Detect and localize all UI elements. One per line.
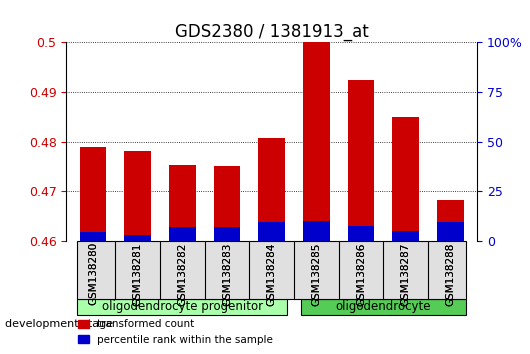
FancyBboxPatch shape (77, 299, 287, 315)
Bar (258, 138, 285, 241)
Text: GSM138285: GSM138285 (311, 242, 321, 306)
Text: GSM138286: GSM138286 (356, 242, 366, 306)
Bar (169, 227, 196, 241)
FancyBboxPatch shape (301, 299, 466, 315)
Text: GSM138283: GSM138283 (222, 242, 232, 306)
Text: oligodendrocyte: oligodendrocyte (335, 301, 431, 313)
Bar (303, 42, 330, 241)
Text: GSM138288: GSM138288 (445, 242, 455, 306)
Legend: transformed count, percentile rank within the sample: transformed count, percentile rank withi… (74, 315, 277, 349)
Text: oligodendrocyte progenitor: oligodendrocyte progenitor (102, 301, 263, 313)
Text: GSM138288: GSM138288 (445, 242, 455, 306)
Bar (437, 222, 464, 241)
Bar (214, 166, 241, 241)
Bar (125, 151, 151, 241)
Bar (80, 147, 107, 241)
Text: GSM138285: GSM138285 (311, 242, 321, 306)
Text: GSM138280: GSM138280 (88, 242, 98, 306)
Text: GSM138287: GSM138287 (401, 242, 411, 306)
Text: GSM138286: GSM138286 (356, 242, 366, 306)
Text: GSM138284: GSM138284 (267, 242, 277, 306)
Bar (392, 231, 419, 241)
Bar (125, 235, 151, 241)
Text: GSM138282: GSM138282 (178, 242, 187, 306)
Text: GSM138282: GSM138282 (178, 242, 187, 306)
Bar (392, 117, 419, 241)
Bar (303, 221, 330, 241)
Text: GSM138283: GSM138283 (222, 242, 232, 306)
FancyBboxPatch shape (77, 241, 466, 299)
Text: GSM138281: GSM138281 (132, 242, 143, 306)
Bar (348, 226, 374, 241)
Text: development stage: development stage (5, 319, 113, 329)
Text: GSM138281: GSM138281 (132, 242, 143, 306)
Text: GSM138287: GSM138287 (401, 242, 411, 306)
Text: GSM138280: GSM138280 (88, 242, 98, 306)
Text: GSM138284: GSM138284 (267, 242, 277, 306)
Bar (258, 222, 285, 241)
Bar (437, 200, 464, 241)
Bar (169, 165, 196, 241)
Bar (214, 227, 241, 241)
Bar (348, 80, 374, 241)
Title: GDS2380 / 1381913_at: GDS2380 / 1381913_at (175, 23, 368, 41)
Bar (80, 232, 107, 241)
